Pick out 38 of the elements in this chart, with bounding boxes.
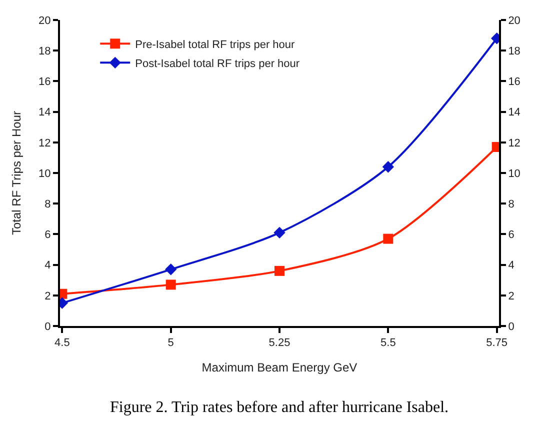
point — [274, 266, 284, 276]
y-tick-label: 0 — [44, 320, 51, 333]
x-tick-label: 5.25 — [268, 337, 290, 350]
y-tick-label: 18 — [38, 45, 51, 58]
y2-tick-label: 10 — [508, 168, 520, 180]
legend-label: Pre-Isabel total RF trips per hour — [135, 38, 296, 51]
point — [383, 234, 394, 244]
y-tick-label: 2 — [44, 290, 51, 302]
y2-tick-label: 12 — [508, 137, 520, 150]
y-tick-label: 20 — [38, 14, 51, 27]
y-tick-label: 10 — [38, 168, 51, 180]
point — [166, 280, 176, 290]
x-tick-label: 5.75 — [486, 337, 508, 350]
y2-tick-label: 18 — [508, 45, 520, 58]
y2-tick-label: 20 — [508, 14, 520, 27]
y2-tick-label: 14 — [508, 106, 520, 119]
x-axis-title: Maximum Beam Energy GeV — [202, 360, 358, 375]
point — [164, 264, 177, 276]
point — [382, 161, 394, 173]
y2-tick-label: 8 — [508, 198, 514, 210]
y-tick-label: 14 — [38, 106, 51, 119]
y-tick-label: 4 — [44, 260, 51, 272]
y-tick-label: 6 — [44, 229, 51, 242]
y-axis-title: Total RF Trips per Hour — [9, 110, 24, 236]
y-tick-label: 12 — [38, 137, 51, 150]
y2-tick-label: 6 — [508, 229, 514, 242]
y-tick-label: 16 — [38, 76, 51, 88]
y2-tick-label: 2 — [508, 290, 514, 302]
legend-label: Post-Isabel total RF trips per hour — [135, 58, 300, 70]
y-tick-label: 8 — [44, 198, 51, 210]
x-tick-label: 5 — [168, 337, 174, 350]
y2-tick-label: 0 — [508, 320, 514, 333]
y2-tick-label: 4 — [508, 260, 514, 272]
x-tick-label: 4.5 — [54, 337, 70, 350]
caption: Figure 2. Trip rates before and after hurricane Isabel. — [110, 399, 449, 416]
point — [274, 226, 286, 239]
y2-tick-label: 16 — [508, 76, 520, 88]
x-tick-label: 5.5 — [380, 337, 396, 350]
